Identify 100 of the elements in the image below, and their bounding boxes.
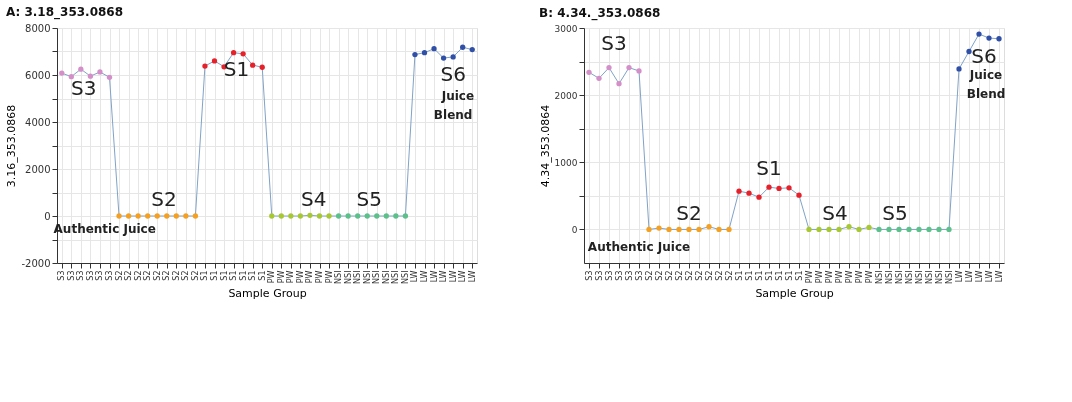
y-tick-label: 0 xyxy=(44,210,51,222)
x-axis-title: Sample Group xyxy=(755,286,834,300)
annotation: Juice xyxy=(440,89,475,104)
x-axis-title: Sample Group xyxy=(228,286,307,300)
x-tick-label: S2 xyxy=(190,270,200,281)
x-tick-label: S3 xyxy=(105,270,114,281)
x-tick-label: LW xyxy=(954,270,964,283)
x-tick-label: LW xyxy=(964,270,974,283)
x-tick-label: PW xyxy=(315,270,324,284)
x-tick-label: S1 xyxy=(219,270,229,281)
y-tick-label: 8000 xyxy=(25,22,51,34)
x-tick-label: S2 xyxy=(181,270,191,281)
x-tick-label: S2 xyxy=(714,270,724,281)
x-tick-label: PW xyxy=(844,270,854,284)
y-axis-title: 3.16_353.0868 xyxy=(5,104,19,188)
x-tick-label: S1 xyxy=(734,270,744,281)
x-tick-label: S2 xyxy=(133,270,143,281)
x-tick-label: NSI xyxy=(372,270,382,284)
x-tick-label: S2 xyxy=(162,270,172,281)
x-tick-label: NSI xyxy=(334,270,344,284)
x-tick-label: S1 xyxy=(744,270,754,281)
annotation: S5 xyxy=(882,200,908,225)
x-tick-label: S3 xyxy=(634,270,644,281)
x-tick-label: S1 xyxy=(238,270,248,281)
x-tick-label: S2 xyxy=(114,270,124,281)
y-tick-label: 2000 xyxy=(25,163,51,175)
y-tick-label: -2000 xyxy=(21,257,51,269)
x-tick-label: NSI xyxy=(904,270,914,284)
x-tick-label: S1 xyxy=(200,270,210,281)
annotation: S5 xyxy=(356,186,382,211)
chart-title: B: 4.34._353.0868 xyxy=(539,6,661,21)
x-tick-label: LW xyxy=(458,270,468,283)
x-tick-label: S3 xyxy=(584,270,594,281)
x-tick-label: S1 xyxy=(229,270,239,281)
x-tick-label: NSI xyxy=(874,270,884,284)
x-tick-label: NSI xyxy=(934,270,944,284)
x-tick-label: S3 xyxy=(594,270,604,281)
x-tick-label: S2 xyxy=(124,270,134,281)
x-tick-label: S2 xyxy=(644,270,654,281)
annotation: S3 xyxy=(71,76,97,101)
annotation: S6 xyxy=(440,62,466,86)
x-tick-label: PW xyxy=(854,270,864,284)
annotation: Juice xyxy=(968,68,1003,82)
x-tick-label: S1 xyxy=(774,270,784,281)
x-tick-label: LW xyxy=(429,270,439,283)
x-tick-label: NSI xyxy=(894,270,904,284)
x-tick-label: S1 xyxy=(210,270,219,281)
x-tick-label: PW xyxy=(834,270,844,284)
y-axis-title: 4.34_353.0864 xyxy=(538,104,552,188)
x-tick-label: S2 xyxy=(694,270,704,281)
x-tick-label: NSI xyxy=(353,270,363,284)
x-tick-label: S1 xyxy=(794,270,804,281)
y-tick-label: 0 xyxy=(571,224,578,235)
x-tick-label: S2 xyxy=(171,270,181,281)
x-tick-label: S3 xyxy=(614,270,624,281)
x-tick-label: PW xyxy=(864,270,874,284)
annotation: Blend xyxy=(966,86,1006,101)
x-tick-label: NSI xyxy=(924,270,934,284)
annotation: S1 xyxy=(223,57,250,82)
annotation: Authentic Juice xyxy=(587,239,691,254)
x-tick-label: S2 xyxy=(724,270,734,281)
x-tick-label: S1 xyxy=(257,270,267,281)
x-tick-label: PW xyxy=(286,270,296,284)
x-tick-label: S3 xyxy=(624,270,634,281)
annotation: Blend xyxy=(433,107,473,122)
annotation: S1 xyxy=(756,156,782,180)
annotation: S2 xyxy=(151,186,177,211)
y-tick-label: 4000 xyxy=(25,116,51,128)
y-tick-label: 6000 xyxy=(25,69,51,81)
annotation: S4 xyxy=(822,200,848,225)
x-tick-label: LW xyxy=(467,270,477,283)
x-tick-label: LW xyxy=(439,270,449,283)
annotation: S6 xyxy=(971,44,997,69)
x-tick-label: LW xyxy=(448,270,458,283)
x-tick-label: S1 xyxy=(784,270,794,281)
x-tick-label: S3 xyxy=(604,270,614,281)
y-tick-label: 1000 xyxy=(554,157,578,168)
x-tick-label: LW xyxy=(984,270,994,283)
x-tick-label: NSI xyxy=(381,270,391,284)
x-tick-label: S1 xyxy=(754,270,764,281)
annotation: S2 xyxy=(676,200,702,225)
x-tick-label: S2 xyxy=(664,270,674,281)
x-tick-label: LW xyxy=(994,270,1004,283)
x-tick-label: S3 xyxy=(76,270,86,281)
x-tick-label: PW xyxy=(804,270,814,284)
x-tick-label: S2 xyxy=(704,270,714,281)
x-tick-label: NSI xyxy=(362,270,372,284)
x-tick-label: S2 xyxy=(674,270,684,281)
x-tick-label: S3 xyxy=(57,270,67,281)
x-tick-label: S3 xyxy=(85,270,95,281)
x-tick-label: NSI xyxy=(884,270,894,284)
x-tick-label: S1 xyxy=(248,270,258,281)
x-tick-label: PW xyxy=(824,270,834,284)
x-tick-label: PW xyxy=(276,270,286,284)
x-tick-label: S2 xyxy=(654,270,664,281)
x-tick-label: S1 xyxy=(764,270,774,281)
x-tick-label: LW xyxy=(420,270,429,283)
x-tick-label: NSI xyxy=(343,270,353,284)
x-tick-label: LW xyxy=(974,270,984,283)
x-tick-label: S2 xyxy=(143,270,153,281)
